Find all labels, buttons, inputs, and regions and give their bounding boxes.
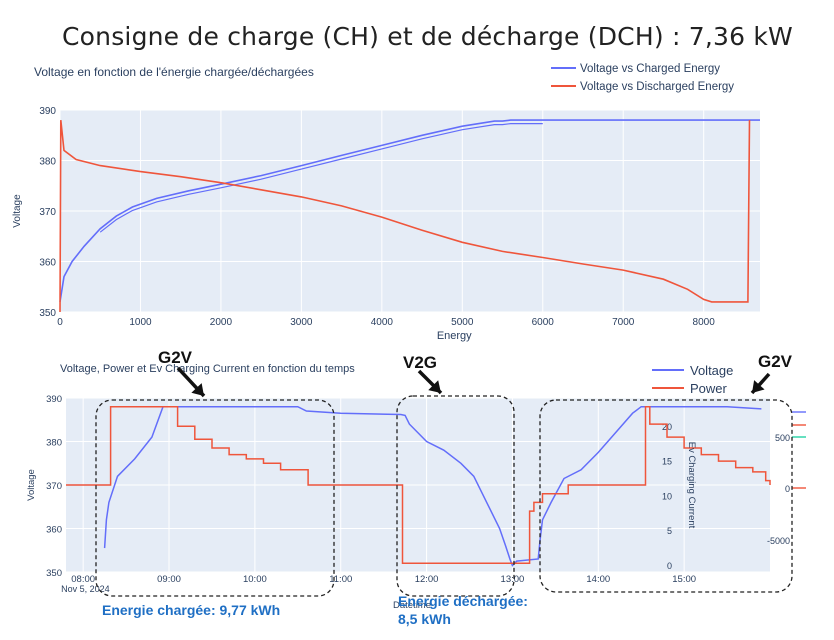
chart1-legend-label: Voltage vs Discharged Energy: [580, 81, 734, 93]
chart2-y-tick-label: 390: [46, 394, 62, 405]
chart2-y2-tick-label: 10: [662, 491, 672, 501]
chart2-x-tick-label: 14:00: [586, 574, 610, 585]
chart1-x-tick-label: 5000: [451, 317, 474, 328]
chart2-legend-label: Voltage: [690, 363, 733, 378]
chart1-title: Voltage en fonction de l'énergie chargée…: [34, 65, 314, 79]
page-title: Consigne de charge (CH) et de décharge (…: [62, 22, 793, 51]
chart1-y-tick-label: 360: [39, 258, 56, 269]
chart2-title: Voltage, Power et Ev Charging Current en…: [60, 363, 355, 375]
chart2-y-tick-label: 350: [46, 568, 62, 579]
chart1-x-tick-label: 8000: [693, 317, 716, 328]
chart1-y-tick-label: 380: [39, 157, 56, 168]
chart2-y-axis-label: Voltage: [26, 469, 37, 501]
chart2-y2-axis-label: Ev Charging Current: [686, 442, 697, 529]
chart2-y2-tick-label: 15: [662, 457, 672, 467]
chart2-x-tick-sublabel: Nov 5, 2024: [61, 584, 110, 594]
chart2-series-line: [66, 405, 771, 565]
chart2-y3-tick-label: 0: [785, 484, 790, 494]
chart1-y-tick-label: 350: [39, 308, 56, 319]
chart2-y2-tick-label: 0: [667, 561, 672, 571]
chart1-x-tick-label: 6000: [532, 317, 555, 328]
chart1-x-tick-label: 0: [57, 317, 63, 328]
annotation-energy-discharged: Energie déchargée:: [398, 593, 528, 609]
annotation-g2v-left: G2V: [158, 348, 193, 367]
annotation-arrowhead: [752, 380, 765, 393]
chart2-x-tick-label: 13:00: [501, 574, 525, 585]
chart1-y-tick-label: 390: [39, 106, 56, 117]
chart2-x-tick-label: 15:00: [672, 574, 696, 585]
chart1-series-line: [59, 119, 760, 303]
chart2-x-tick-label: 11:00: [329, 574, 352, 585]
chart1-x-tick-label: 3000: [290, 317, 313, 328]
chart2-x-tick-label: 08:00: [71, 574, 95, 585]
chart2-y2-tick-label: 5: [667, 526, 672, 536]
chart1-y-tick-label: 370: [39, 207, 56, 218]
annotation-energy-charged: Energie chargée: 9,77 kWh: [102, 602, 280, 618]
chart1-series-line: [59, 120, 751, 313]
chart1-y-axis-label: Voltage: [12, 194, 23, 228]
annotation-dashed-box: [539, 399, 793, 593]
annotation-dashed-box: [396, 395, 515, 597]
chart2-y-tick-label: 370: [46, 481, 62, 492]
annotation-energy-discharged-value: 8,5 kWh: [398, 611, 451, 627]
annotation-v2g: V2G: [403, 353, 437, 372]
chart2-y-tick-label: 380: [46, 438, 62, 449]
annotation-g2v-right: G2V: [758, 352, 793, 371]
chart1-x-tick-label: 7000: [612, 317, 635, 328]
chart2-x-tick-label: 12:00: [415, 574, 439, 585]
chart2-y3-tick-label: -5000: [767, 536, 790, 546]
chart1-x-axis-label: Energy: [437, 330, 472, 342]
chart2-y-tick-label: 360: [46, 525, 62, 536]
chart2-y3-tick-label: 500: [775, 433, 790, 443]
chart1-x-tick-label: 2000: [210, 317, 233, 328]
chart1-x-tick-label: 4000: [371, 317, 394, 328]
chart2-x-axis-label: Datetime: [393, 600, 431, 611]
chart1-series-line-repeat: [99, 123, 543, 233]
annotation-arrowhead: [191, 383, 204, 396]
chart2-x-tick-label: 10:00: [243, 574, 267, 585]
chart1-legend-label: Voltage vs Charged Energy: [580, 63, 720, 75]
chart2-legend-label: Power: [690, 381, 728, 396]
chart2-x-tick-label: 09:00: [157, 574, 181, 585]
chart1-x-tick-label: 1000: [129, 317, 152, 328]
annotation-arrowhead: [428, 380, 441, 393]
